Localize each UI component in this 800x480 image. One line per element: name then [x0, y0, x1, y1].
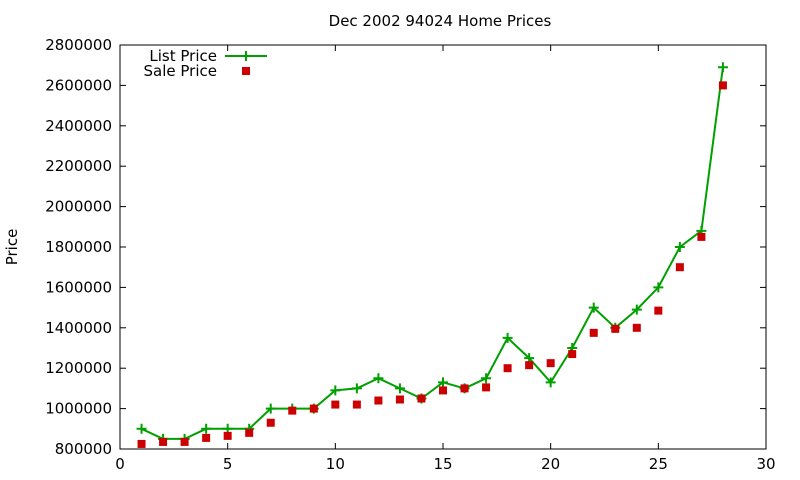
list-price-point [373, 373, 384, 384]
list-price-point [653, 282, 664, 293]
legend-marker-sale-price [242, 67, 250, 75]
y-tick-label: 800000 [55, 440, 112, 458]
sale-price-point [460, 384, 469, 393]
y-tick-label: 1000000 [45, 400, 112, 418]
sale-price-point [331, 400, 340, 409]
y-tick-label: 2800000 [45, 36, 112, 54]
sale-price-point [546, 359, 555, 368]
y-tick-label: 1400000 [45, 319, 112, 337]
x-tick-label: 25 [649, 455, 668, 473]
chart-title: Dec 2002 94024 Home Prices [329, 12, 552, 30]
list-price-point [438, 377, 448, 388]
sale-price-point [632, 323, 641, 332]
legend-label-list-price: List Price [149, 47, 217, 65]
list-price-point [674, 242, 685, 252]
list-price-point [330, 385, 341, 396]
y-tick-label: 2400000 [45, 117, 112, 135]
sale-price-point [439, 386, 447, 395]
legend-marker-list-price [241, 51, 251, 61]
axis-ticks: 800000 1000000 1200000 1400000 1600000 180000… [45, 36, 775, 473]
sale-price-point [718, 81, 727, 90]
y-tick-label: 1600000 [45, 278, 112, 296]
sale-price-point [525, 361, 534, 370]
legend-label-sale-price: Sale Price [144, 62, 217, 80]
sale-price-point [288, 406, 297, 415]
list-price-point [265, 403, 276, 414]
sale-price-point [675, 263, 684, 272]
list-price-point [502, 332, 513, 343]
x-tick-label: 20 [541, 455, 560, 473]
sale-price-point [309, 404, 318, 413]
sale-price-point [589, 328, 598, 337]
y-tick-label: 1800000 [45, 238, 112, 256]
x-tick-label: 0 [115, 455, 125, 473]
list-price-point [351, 383, 362, 394]
sale-price-point [611, 324, 620, 333]
x-tick-label: 5 [223, 455, 233, 473]
sale-price-point [697, 232, 706, 241]
y-tick-label: 1200000 [45, 359, 112, 377]
x-tick-label: 30 [756, 455, 775, 473]
sale-price-point [137, 439, 146, 448]
sale-price-point [417, 394, 426, 403]
x-tick-label: 15 [433, 455, 452, 473]
y-tick-label: 2200000 [45, 157, 112, 175]
sale-price-point [180, 437, 189, 446]
sale-price-point [202, 433, 211, 442]
sale-price-point [266, 418, 275, 427]
list-price-point [136, 423, 147, 434]
sale-price-point [395, 395, 404, 404]
sale-price-point [654, 306, 663, 315]
sale-price-point [352, 400, 361, 409]
list-price-point [394, 383, 405, 394]
list-price-point [717, 62, 728, 73]
list-price-point [588, 302, 599, 313]
sale-price-point [245, 428, 254, 437]
sale-price-point [223, 431, 232, 440]
y-tick-label: 2000000 [45, 198, 112, 216]
sale-price-point [568, 350, 577, 359]
sale-price-point [159, 437, 168, 446]
series-layer [136, 62, 728, 448]
list-price-point [481, 373, 492, 384]
list-price-point [631, 304, 642, 315]
legend: List Price Sale Price [144, 47, 267, 80]
sale-price-point [503, 364, 512, 373]
sale-price-point [482, 383, 491, 392]
list-price-point [545, 377, 556, 388]
list-price-point [201, 423, 212, 434]
x-tick-label: 10 [326, 455, 345, 473]
series-line-list-price [141, 67, 724, 440]
y-axis-label: Price [3, 229, 21, 266]
y-tick-label: 2600000 [45, 76, 112, 94]
sale-price-point [374, 396, 383, 405]
